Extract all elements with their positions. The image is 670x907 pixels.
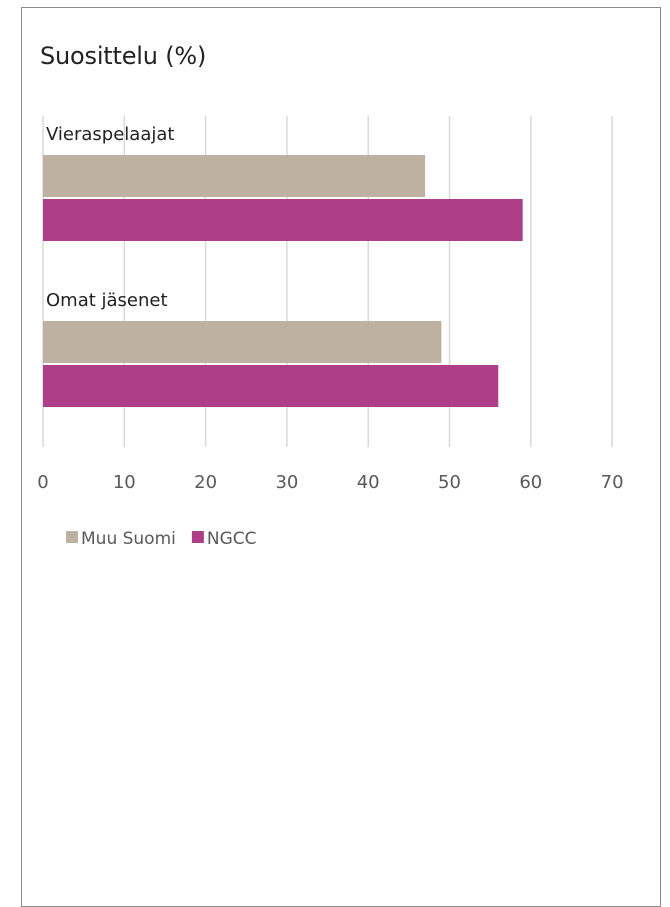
x-tick-label: 50 <box>438 472 461 493</box>
x-tick-label: 30 <box>275 472 298 493</box>
category-labels: Vieraspelaajat Omat jäsenet <box>46 124 174 311</box>
x-tick-label: 10 <box>113 472 136 493</box>
bar <box>43 155 426 197</box>
x-tick-labels: 0 10 20 30 40 50 60 70 <box>37 472 623 493</box>
bars <box>43 155 523 407</box>
bar <box>43 321 442 363</box>
category-label: Vieraspelaajat <box>46 124 174 145</box>
bar <box>43 199 523 241</box>
category-label: Omat jäsenet <box>46 290 168 311</box>
legend-swatch <box>66 531 78 543</box>
bar <box>43 365 499 407</box>
x-tick-label: 60 <box>519 472 542 493</box>
legend: Muu Suomi NGCC <box>66 529 257 549</box>
x-tick-label: 0 <box>37 472 48 493</box>
legend-label: NGCC <box>207 529 257 549</box>
x-tick-label: 40 <box>357 472 380 493</box>
chart-title: Suosittelu (%) <box>40 42 207 70</box>
legend-swatch <box>191 531 204 543</box>
legend-label: Muu Suomi <box>81 529 176 549</box>
x-tick-label: 70 <box>601 472 624 493</box>
x-tick-label: 20 <box>194 472 217 493</box>
